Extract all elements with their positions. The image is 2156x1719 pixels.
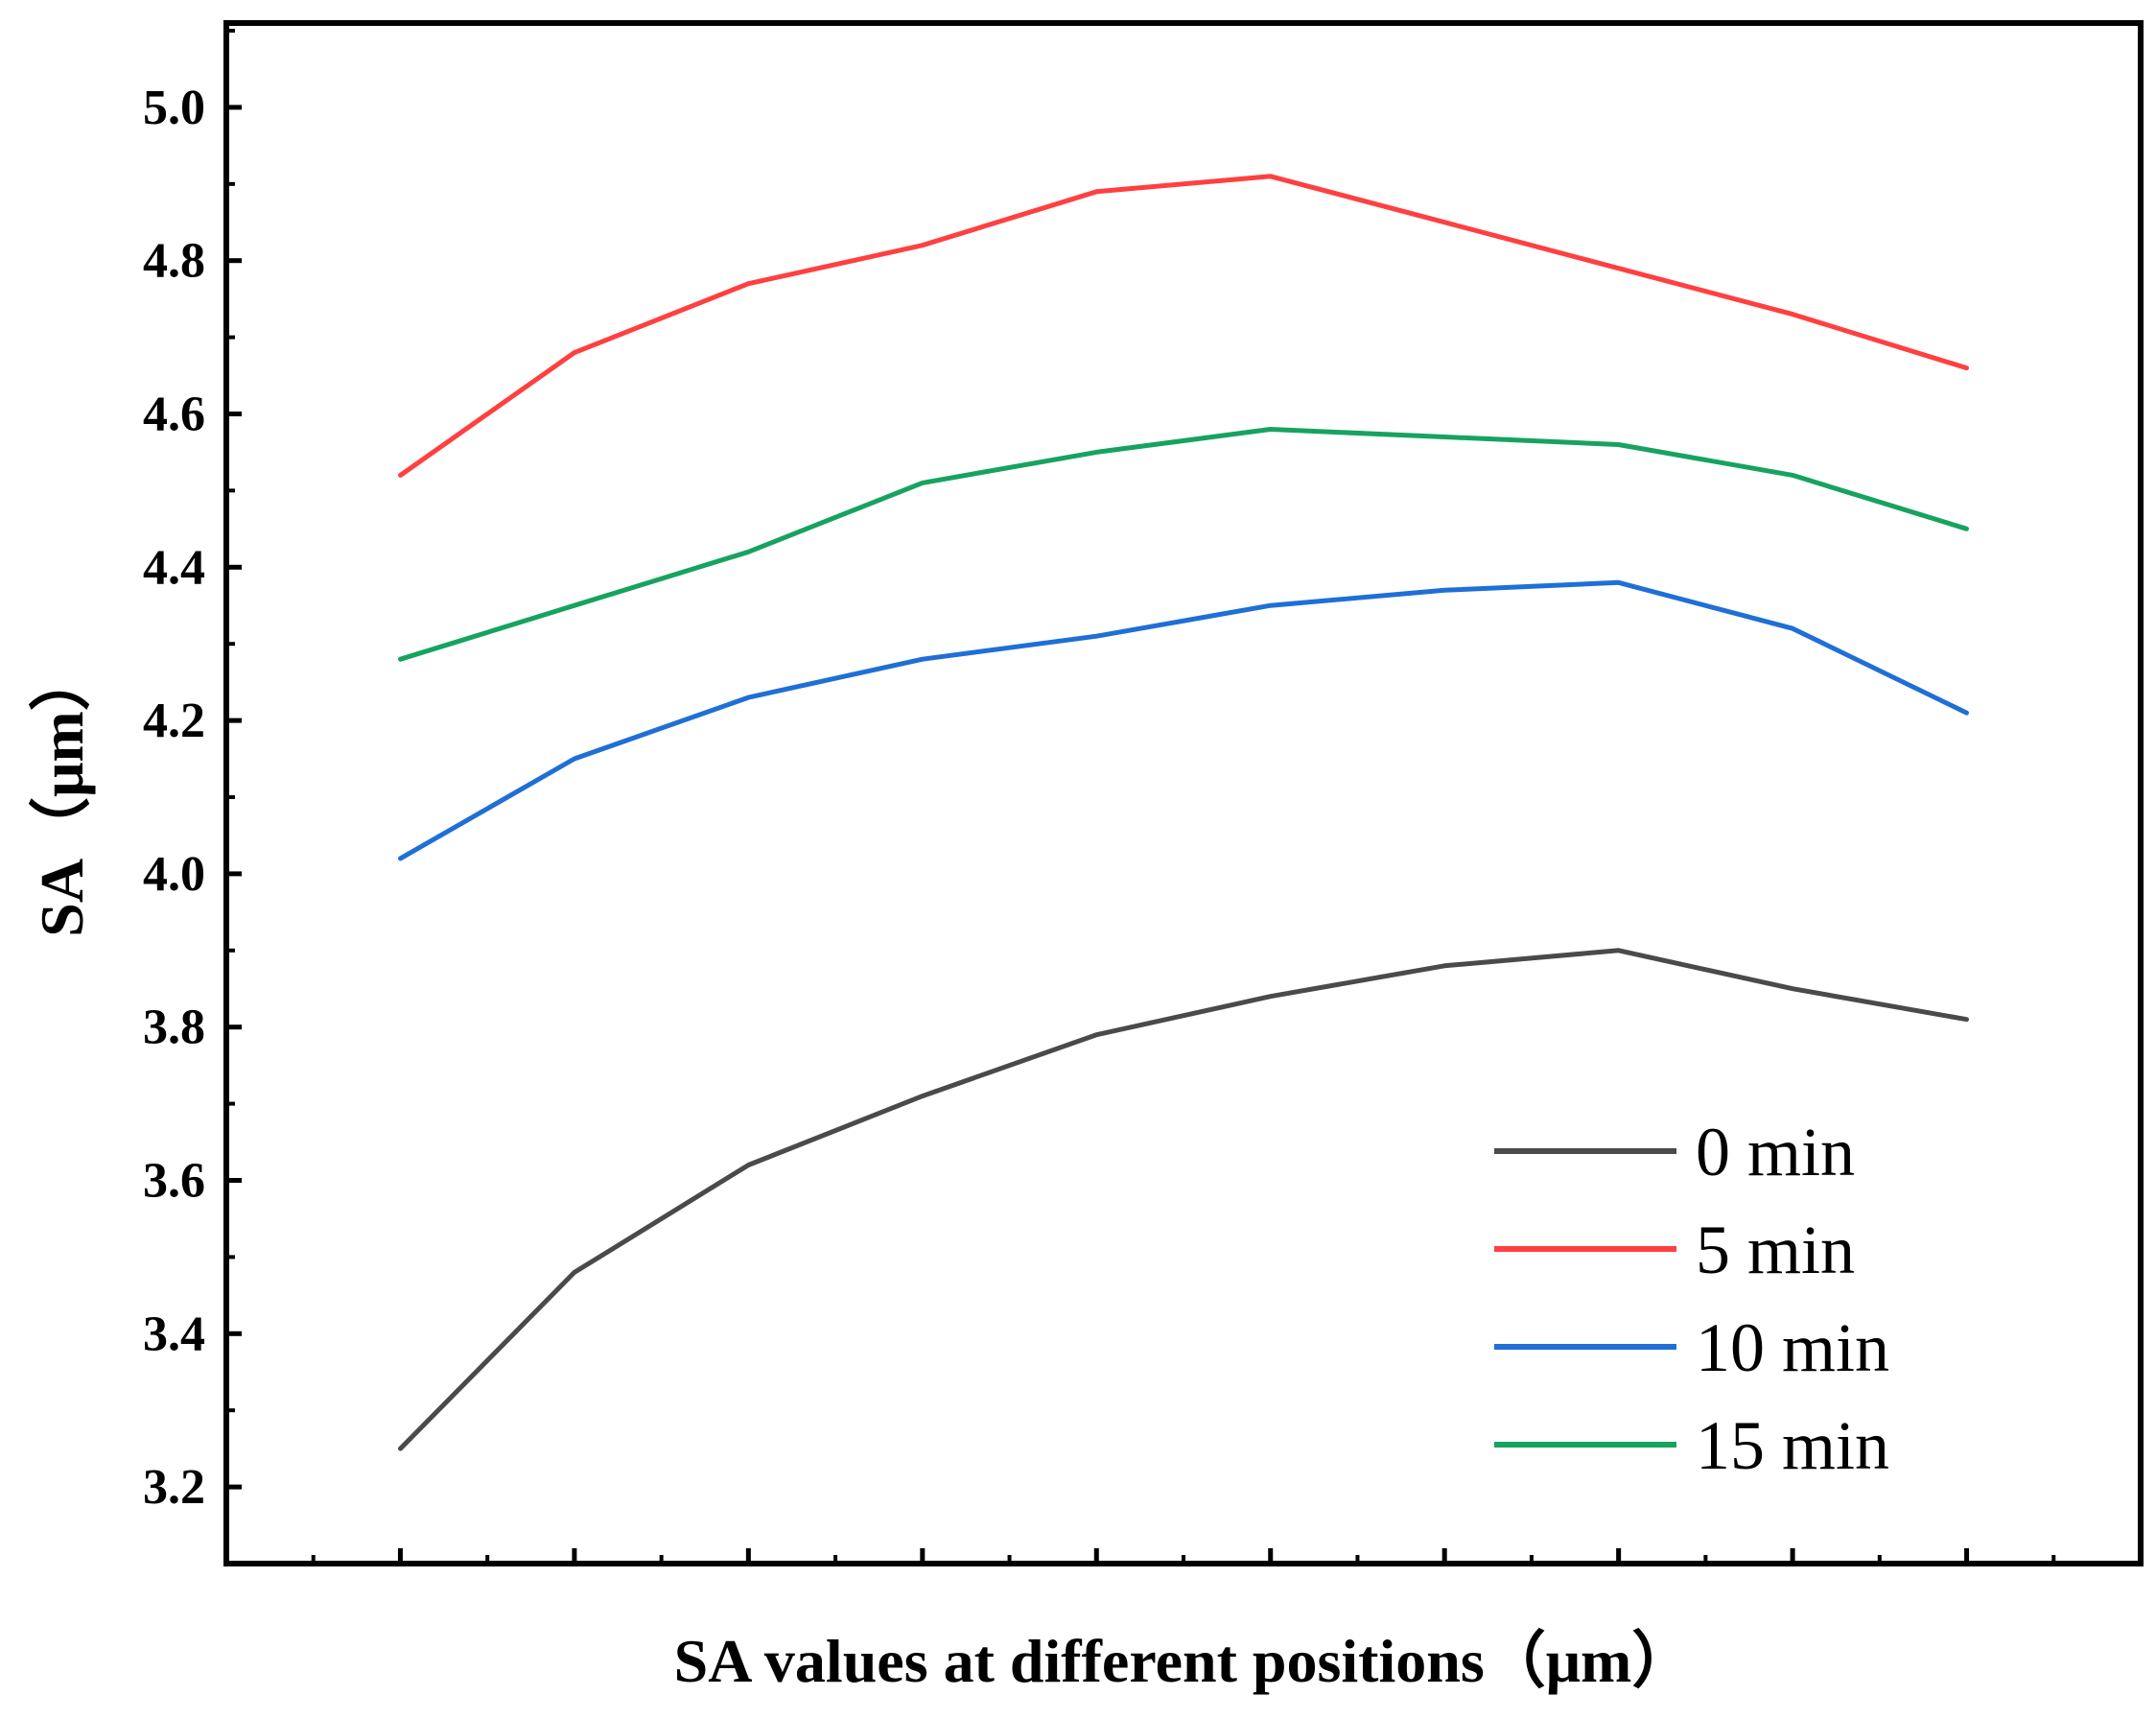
y-tick-label: 3.2 bbox=[143, 1460, 205, 1515]
legend-label: 5 min bbox=[1696, 1212, 1855, 1288]
y-tick-label: 3.8 bbox=[143, 1001, 205, 1055]
legend-label: 0 min bbox=[1696, 1114, 1855, 1190]
plot-frame bbox=[223, 20, 2144, 1566]
legend-label: 15 min bbox=[1696, 1407, 1889, 1484]
y-tick-label: 4.6 bbox=[143, 387, 205, 441]
y-tick-label: 3.4 bbox=[143, 1307, 205, 1361]
legend-label: 10 min bbox=[1696, 1309, 1889, 1386]
x-axis-title: SA values at different positions（μm） bbox=[674, 1627, 1694, 1695]
series-line-15-min bbox=[398, 427, 1969, 662]
y-tick-label: 4.2 bbox=[143, 694, 205, 748]
series-lines bbox=[398, 174, 1969, 1451]
y-tick-label: 5.0 bbox=[143, 81, 205, 135]
y-tick-label: 3.6 bbox=[143, 1153, 205, 1208]
series-line-0-min bbox=[398, 948, 1969, 1451]
y-axis-title: SA（μm） bbox=[28, 649, 96, 936]
y-tick-label: 4.8 bbox=[143, 234, 205, 289]
y-axis-ticks: 3.2 3.4 3.6 3.8 4.0 4.2 4.4 4.6 4.8 5.0 bbox=[143, 28, 242, 1515]
y-tick-label: 4.0 bbox=[143, 847, 205, 902]
y-tick-label: 4.4 bbox=[143, 540, 205, 595]
series-line-10-min bbox=[398, 579, 1969, 861]
series-line-5-min bbox=[398, 174, 1969, 478]
legend: 0 min 5 min 10 min 15 min bbox=[1494, 1114, 1889, 1484]
